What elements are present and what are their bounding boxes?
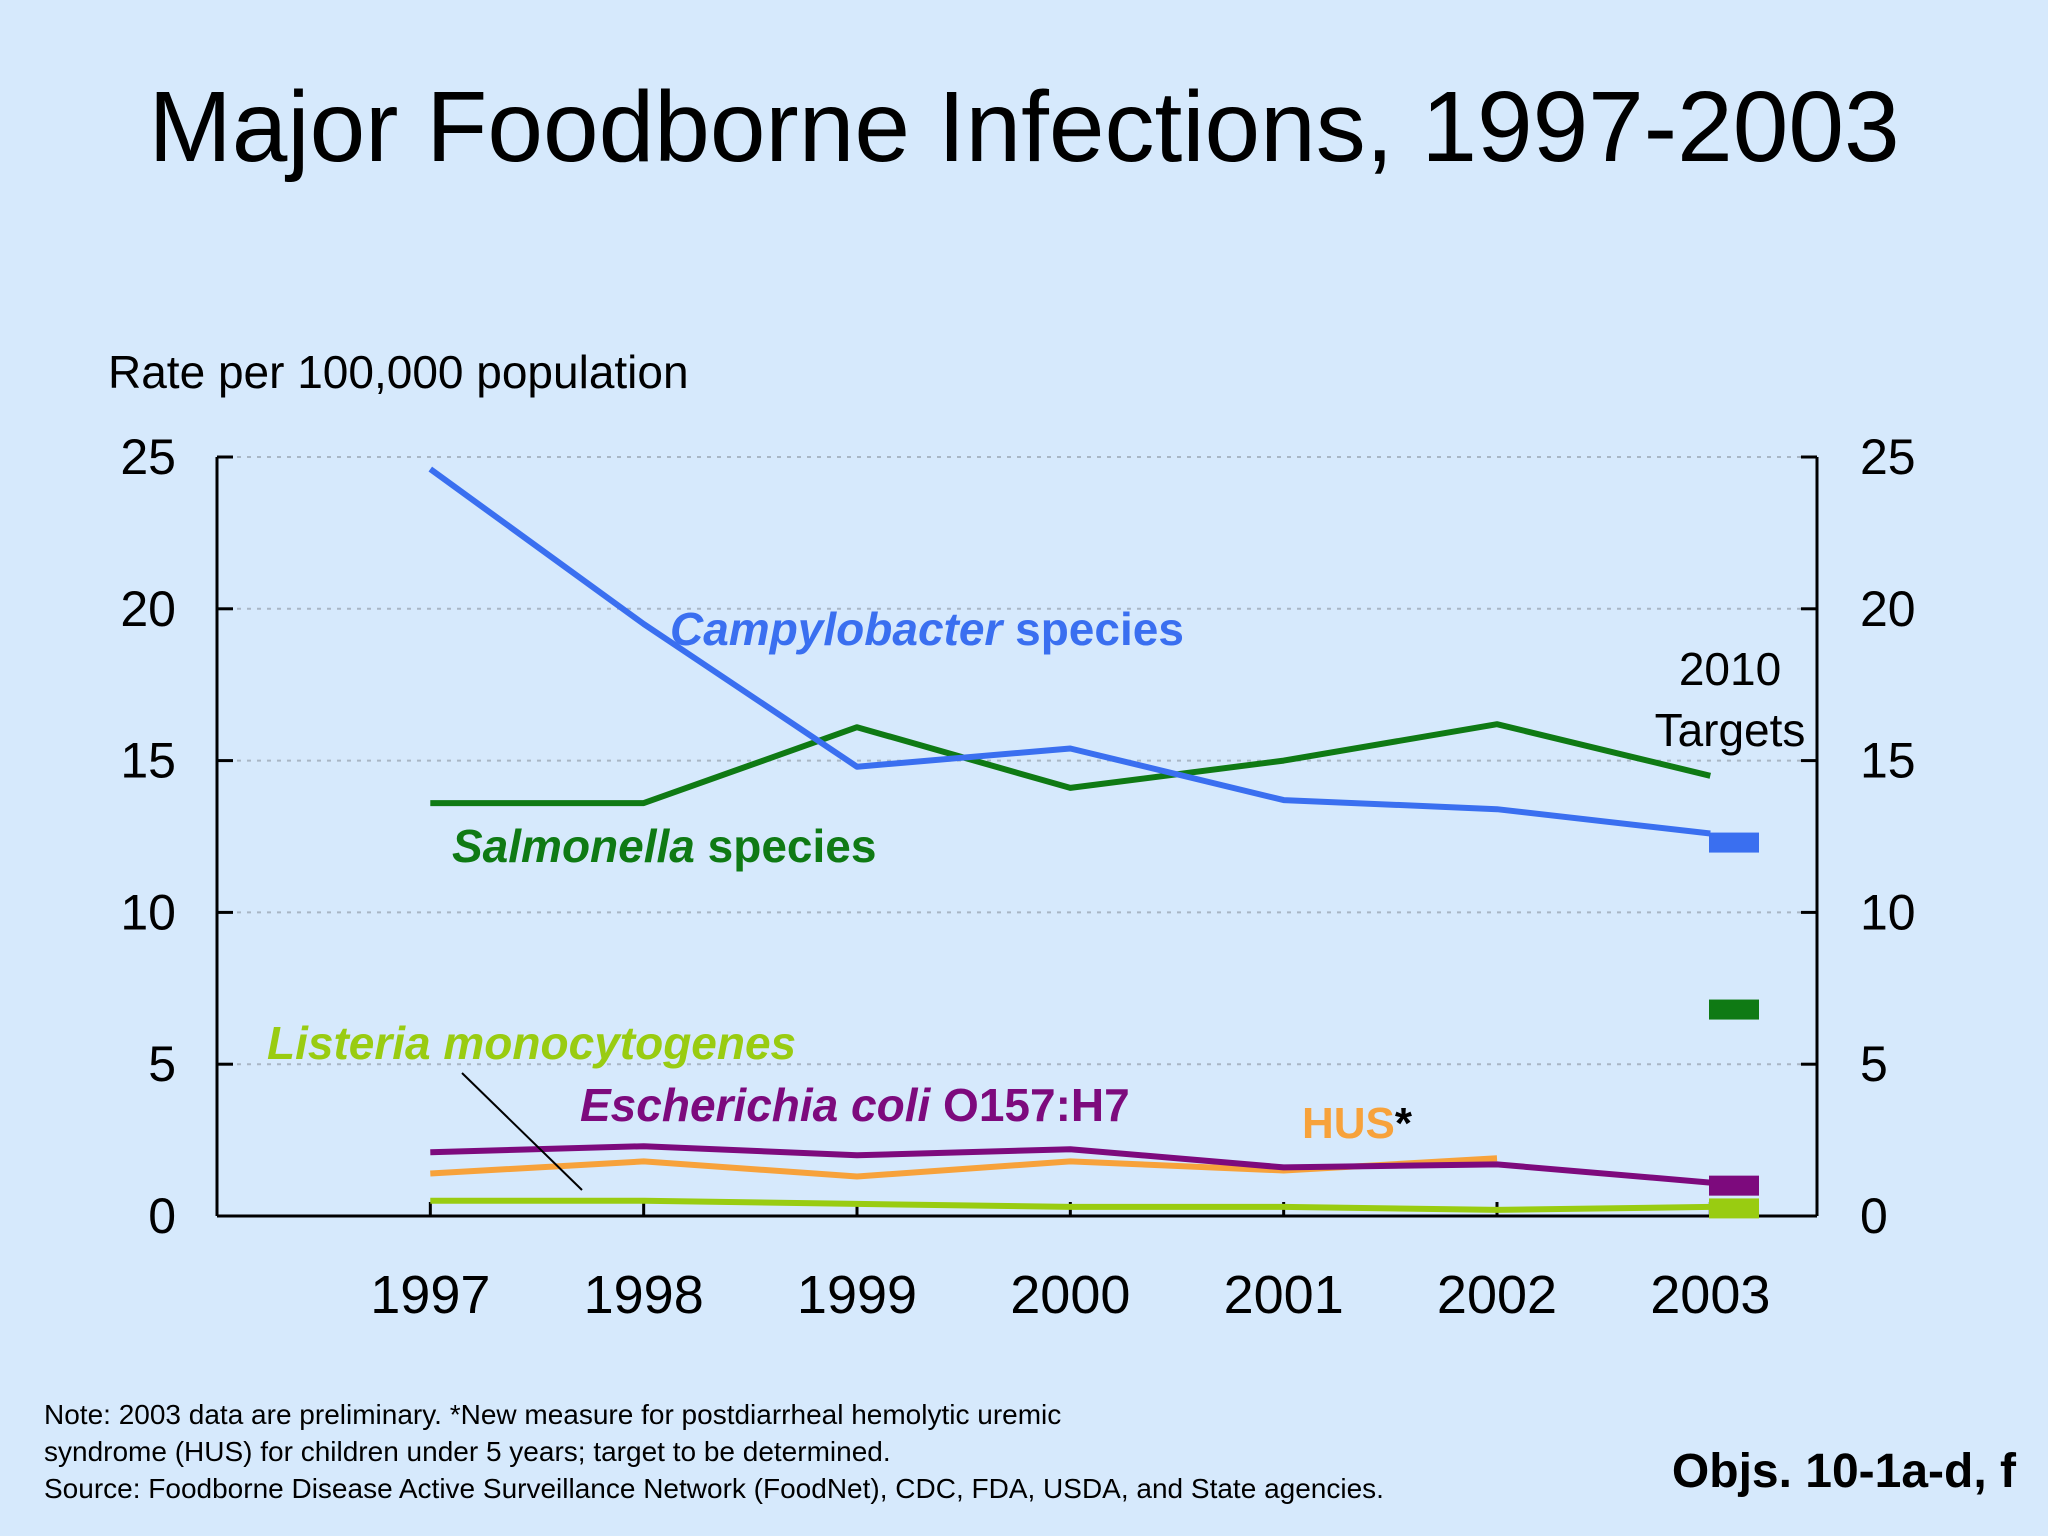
- x-tick-label: 2001: [1224, 1265, 1344, 1325]
- series-label: Campylobacter species: [670, 603, 1184, 655]
- series-line: [430, 721, 1712, 807]
- y-tick-label-left: 10: [120, 884, 176, 940]
- series-label: Listeria monocytogenes: [267, 1017, 796, 1069]
- x-tick-label: 2000: [1010, 1265, 1130, 1325]
- x-tick-label: 1997: [370, 1265, 490, 1325]
- target-marker: [1709, 832, 1759, 853]
- y-tick-label-right: 15: [1860, 733, 1916, 789]
- series-label: Escherichia coli O157:H7: [580, 1079, 1130, 1131]
- y-tick-label-right: 10: [1860, 884, 1916, 940]
- x-tick-label: 2003: [1650, 1265, 1770, 1325]
- y-tick-label-left: 15: [120, 733, 176, 789]
- y-tick-label-right: 25: [1860, 429, 1916, 485]
- series-label: Salmonella species: [452, 820, 876, 872]
- y-tick-label-left: 20: [120, 581, 176, 637]
- target-marker: [1709, 999, 1759, 1020]
- listeria-leader-line: [461, 1072, 583, 1191]
- y-axis-label: Rate per 100,000 population: [108, 346, 689, 398]
- target-marker: [1709, 1198, 1759, 1219]
- targets-label: 2010: [1679, 643, 1781, 695]
- x-tick-label: 2002: [1437, 1265, 1557, 1325]
- y-tick-label-left: 25: [120, 429, 176, 485]
- series-line: [428, 466, 1711, 837]
- page-title: Major Foodborne Infections, 1997-2003: [148, 71, 1900, 183]
- series-line: [430, 1143, 1711, 1186]
- series-line: [430, 1197, 1711, 1213]
- footnotes: Note: 2003 data are preliminary. *New me…: [44, 1396, 1384, 1507]
- y-tick-label-left: 5: [148, 1036, 176, 1092]
- y-tick-label-left: 0: [148, 1188, 176, 1244]
- note-line-2: syndrome (HUS) for children under 5 year…: [44, 1436, 891, 1467]
- target-marker: [1709, 1175, 1759, 1196]
- objectives-label: Objs. 10-1a-d, f: [1671, 1445, 2016, 1498]
- y-tick-label-right: 20: [1860, 581, 1916, 637]
- x-tick-label: 1998: [584, 1265, 704, 1325]
- targets-label: Targets: [1655, 704, 1806, 756]
- series-label: HUS*: [1302, 1099, 1413, 1148]
- note-line-1: Note: 2003 data are preliminary. *New me…: [44, 1399, 1062, 1430]
- x-tick-label: 1999: [797, 1265, 917, 1325]
- y-tick-label-right: 0: [1860, 1188, 1888, 1244]
- y-tick-label-right: 5: [1860, 1036, 1888, 1092]
- source-line: Source: Foodborne Disease Active Surveil…: [44, 1473, 1384, 1504]
